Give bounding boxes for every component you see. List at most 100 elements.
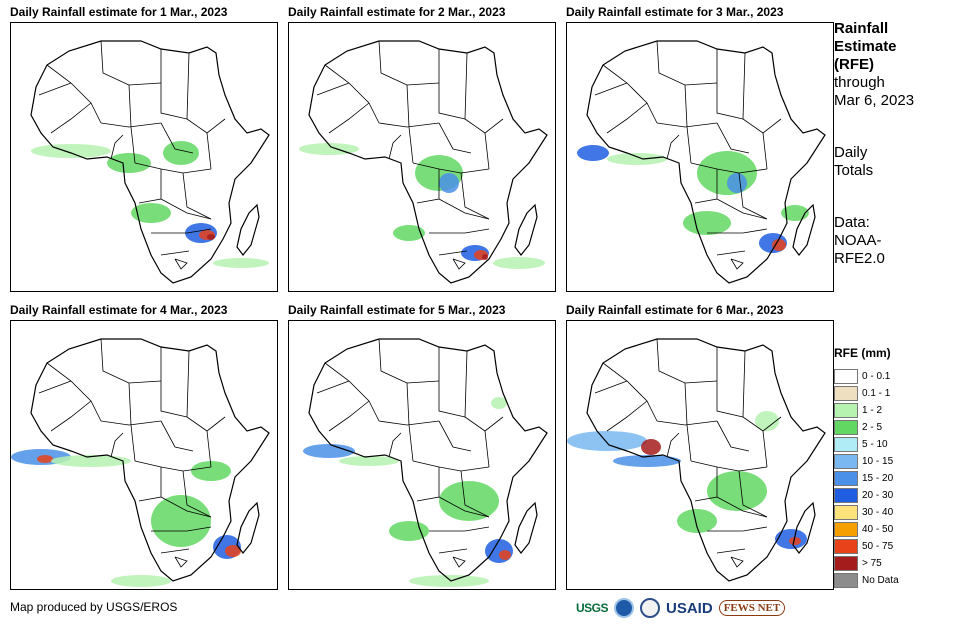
rainfall-area <box>789 537 801 545</box>
map-panel-2: Daily Rainfall estimate for 2 Mar., 2023 <box>288 3 558 293</box>
country-border <box>412 460 490 472</box>
legend-swatch <box>834 403 858 418</box>
rainfall-map <box>288 320 556 590</box>
country-border <box>316 82 350 96</box>
country-border <box>378 338 440 384</box>
rainfall-area <box>491 397 507 409</box>
rainfall-area <box>207 234 215 240</box>
panel-title: Daily Rainfall estimate for 3 Mar., 2023 <box>566 5 784 19</box>
legend-item: 0 - 0.1 <box>834 368 962 385</box>
rainfall-area <box>303 444 355 458</box>
country-border <box>160 250 190 256</box>
legend-item: > 75 <box>834 555 962 572</box>
legend-swatch <box>834 556 858 571</box>
country-border <box>128 382 136 462</box>
legend-swatch <box>834 522 858 537</box>
africa-coastline <box>308 338 548 582</box>
rainfall-area <box>613 455 681 467</box>
africa-coastline <box>586 40 826 284</box>
country-border <box>160 347 188 418</box>
country-border <box>174 258 188 270</box>
dhs-seal-logo <box>640 598 661 618</box>
country-border <box>716 122 750 154</box>
rainfall-area <box>339 456 399 466</box>
legend-label: No Data <box>862 575 899 586</box>
country-border <box>762 118 782 134</box>
rainfall-area <box>482 254 488 260</box>
madagascar-outline <box>514 203 538 256</box>
legend-item: 5 - 10 <box>834 436 962 453</box>
country-border <box>656 420 718 426</box>
country-border <box>151 228 212 234</box>
legend-swatch <box>834 386 858 401</box>
country-border <box>160 49 188 120</box>
country-border <box>716 49 744 120</box>
rainfall-map <box>10 22 278 292</box>
country-border <box>716 496 768 518</box>
map-credit: Map produced by USGS/EROS <box>10 600 178 614</box>
country-border <box>429 526 490 532</box>
legend-label: 2 - 5 <box>862 422 883 433</box>
country-border <box>452 258 466 270</box>
country-border <box>730 258 744 270</box>
legend-item: 2 - 5 <box>834 419 962 436</box>
rainfall-area <box>485 539 513 563</box>
rainfall-area <box>151 495 211 547</box>
country-border <box>738 470 768 518</box>
side-data-line: NOAA- <box>834 232 882 249</box>
rainfall-area <box>577 145 609 161</box>
country-border <box>406 84 414 164</box>
madagascar-outline <box>792 203 816 256</box>
country-border <box>206 132 212 170</box>
map-panel-6: Daily Rainfall estimate for 6 Mar., 2023 <box>566 301 836 591</box>
country-border <box>182 172 212 220</box>
country-border <box>738 172 768 220</box>
country-border <box>656 40 718 86</box>
country-border <box>742 52 764 134</box>
country-border <box>438 420 472 452</box>
rainfall-area <box>697 151 757 195</box>
rainfall-area <box>409 575 489 587</box>
country-border <box>388 432 402 458</box>
legend-swatch <box>834 573 858 588</box>
country-border <box>762 430 768 468</box>
country-border <box>730 556 744 568</box>
country-border <box>174 556 188 568</box>
panel-title: Daily Rainfall estimate for 4 Mar., 2023 <box>10 303 228 317</box>
country-border <box>438 49 466 120</box>
country-border <box>438 122 472 154</box>
legend-swatch <box>834 454 858 469</box>
country-border <box>464 350 486 432</box>
rainfall-area <box>439 481 499 521</box>
country-border <box>412 162 490 174</box>
legend-label: 0 - 0.1 <box>862 371 891 382</box>
legend-label: 30 - 40 <box>862 507 894 518</box>
side-data-line: RFE2.0 <box>834 250 885 267</box>
country-border <box>438 198 490 220</box>
rainfall-area <box>191 461 231 481</box>
legend-label: 20 - 30 <box>862 490 894 501</box>
country-border <box>186 350 208 432</box>
madagascar-outline <box>236 203 260 256</box>
africa-coastline <box>30 40 270 284</box>
country-border <box>186 52 208 134</box>
panel-title: Daily Rainfall estimate for 2 Mar., 2023 <box>288 5 506 19</box>
country-border <box>690 460 768 472</box>
country-border <box>160 122 194 154</box>
country-border <box>716 548 746 554</box>
country-border <box>690 162 768 174</box>
fews-net-logo: FEWS NET <box>718 600 786 616</box>
country-border <box>594 380 628 394</box>
country-border <box>716 420 750 452</box>
country-border <box>716 347 744 418</box>
country-border <box>716 250 746 256</box>
country-border <box>742 350 764 432</box>
country-border <box>484 132 490 170</box>
rainfall-overlay <box>11 449 241 587</box>
legend-item: 40 - 50 <box>834 521 962 538</box>
country-border <box>656 338 718 384</box>
country-border <box>100 122 162 128</box>
africa-coastline <box>30 338 270 582</box>
legend-swatch <box>834 488 858 503</box>
country-border <box>684 382 692 462</box>
